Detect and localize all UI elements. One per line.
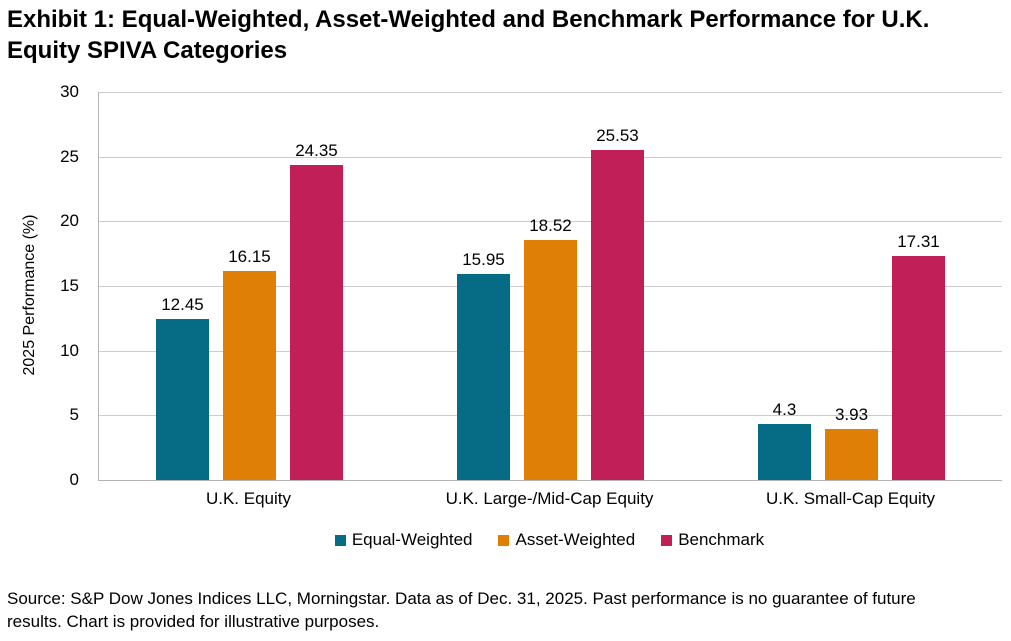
y-tick-label: 30: [60, 82, 79, 101]
legend-item: Benchmark: [661, 530, 764, 550]
bar-value-label: 4.3: [772, 400, 797, 419]
bar-with-label: 16.15: [223, 92, 276, 480]
bar-value-label: 17.31: [897, 232, 940, 251]
gridline: [99, 157, 1002, 158]
legend: Equal-Weighted Asset-Weighted Benchmark: [98, 530, 1001, 550]
bar-value-label: 12.45: [161, 295, 204, 314]
bar-benchmark: [591, 150, 644, 480]
y-tick-label: 20: [60, 211, 79, 230]
bar-with-label: 15.95: [457, 92, 510, 480]
bar-asset-weighted: [223, 271, 276, 480]
x-axis-labels: U.K. Equity U.K. Large-/Mid-Cap Equity U.K…: [98, 489, 1001, 509]
bar-equal-weighted: [758, 424, 811, 480]
bar-value-label: 3.93: [834, 405, 869, 424]
y-tick-label: 5: [69, 405, 79, 424]
bar-group: 12.45 16.15 24.35: [99, 92, 400, 480]
chart-title: Exhibit 1: Equal-Weighted, Asset-Weighte…: [7, 6, 930, 64]
source-line-1: Source: S&P Dow Jones Indices LLC, Morni…: [7, 589, 916, 608]
category-label: U.K. Small-Cap Equity: [765, 489, 936, 508]
plot-area: 12.45 16.15 24.35 15.95 18.52 25.53 4.3 3.93 17.…: [98, 92, 1002, 481]
category-label: U.K. Large-/Mid-Cap Equity: [445, 489, 654, 508]
bar-with-label: 12.45: [156, 92, 209, 480]
bar-equal-weighted: [156, 319, 209, 480]
bar-equal-weighted: [457, 274, 510, 480]
bar-group: 4.3 3.93 17.31: [701, 92, 1002, 480]
y-tick-label: 10: [60, 341, 79, 360]
legend-label: Asset-Weighted: [515, 530, 636, 549]
bar-value-label: 18.52: [529, 216, 572, 235]
legend-label: Benchmark: [678, 530, 765, 549]
y-tick-label: 15: [60, 276, 79, 295]
bar-asset-weighted: [524, 240, 577, 480]
source-note: Source: S&P Dow Jones Indices LLC, Morni…: [7, 587, 1007, 633]
bar-asset-weighted: [825, 429, 878, 480]
bar-value-label: 16.15: [228, 247, 271, 266]
gridline: [99, 92, 1002, 93]
bar-with-label: 24.35: [290, 92, 343, 480]
gridline: [99, 221, 1002, 222]
bar-with-label: 17.31: [892, 92, 945, 480]
source-line-2: results. Chart is provided for illustrat…: [7, 612, 380, 631]
bar-benchmark: [892, 256, 945, 480]
legend-swatch-icon: [661, 534, 673, 546]
category-label: U.K. Equity: [205, 489, 292, 508]
legend-label: Equal-Weighted: [351, 530, 473, 549]
bar-value-label: 25.53: [596, 126, 639, 145]
y-tick-label: 25: [60, 147, 79, 166]
legend-item: Equal-Weighted: [334, 530, 473, 550]
bar-benchmark: [290, 165, 343, 480]
bar-with-label: 25.53: [591, 92, 644, 480]
legend-swatch-icon: [498, 534, 510, 546]
bar-value-label: 15.95: [462, 250, 505, 269]
legend-swatch-icon: [334, 534, 346, 546]
bar-with-label: 18.52: [524, 92, 577, 480]
legend-item: Asset-Weighted: [498, 530, 635, 550]
bar-with-label: 3.93: [825, 92, 878, 480]
y-tick-label: 0: [69, 470, 79, 489]
bar-group: 15.95 18.52 25.53: [400, 92, 701, 480]
bar-value-label: 24.35: [295, 141, 338, 160]
bar-with-label: 4.3: [758, 92, 811, 480]
